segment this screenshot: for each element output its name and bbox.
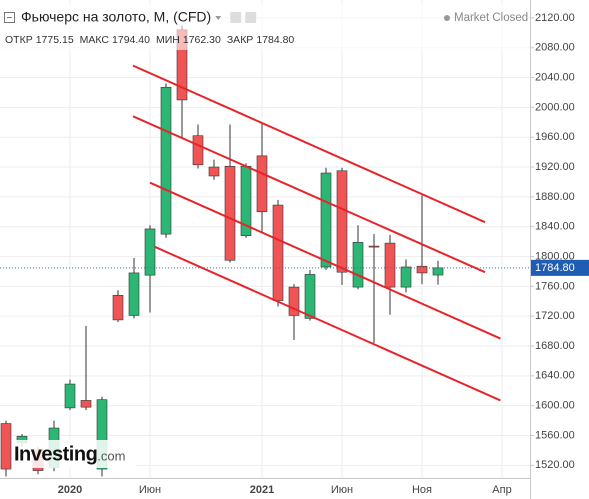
ohlc-value: 1784.80: [256, 34, 294, 46]
y-tick-label: 1880.00: [535, 191, 575, 203]
y-tick-label: 1560.00: [535, 429, 575, 441]
y-tick-label: 1640.00: [535, 370, 575, 382]
candle-body: [160, 86, 172, 235]
last-price-box: [531, 259, 589, 276]
y-tick-label: 1800.00: [535, 250, 575, 262]
ohlc-label: ЗАКР: [227, 34, 253, 46]
y-tick-label: 2040.00: [535, 71, 575, 83]
y-tick-label: 1680.00: [535, 340, 575, 352]
x-tick-label: 2021: [250, 484, 274, 496]
ohlc-label: ОТКР: [5, 34, 33, 46]
y-tick-label: 1720.00: [535, 310, 575, 322]
chart-title: Фьючерс на золото, M, (CFD): [21, 9, 211, 25]
header-bg: [0, 4, 528, 50]
candle-body: [0, 423, 12, 470]
candle-body: [112, 295, 124, 321]
y-tick-label: 1520.00: [535, 459, 575, 471]
candle-body: [256, 155, 268, 213]
candle-body: [432, 267, 444, 276]
candle-body: [224, 165, 236, 261]
marks: [0, 25, 501, 477]
axis: 1520.00 1560.00 1600.00 1640.00 1680.00 1720.…: [0, 0, 575, 499]
x-tick-label: Июн: [331, 484, 353, 496]
x-tick-label: Ноя: [412, 484, 432, 496]
y-tick-label: 2120.00: [535, 12, 575, 24]
ohlc-value: 1775.15: [36, 34, 74, 46]
dropdown-arrow[interactable]: [215, 16, 222, 20]
trendline: [154, 245, 501, 402]
candle-body: [272, 204, 284, 301]
ohlc-label: МИН: [156, 34, 180, 46]
last-price-label: 1784.80: [535, 262, 575, 274]
logo-bg: [12, 440, 136, 468]
ohlc-value: 1762.30: [183, 34, 221, 46]
ohlc-value: 1794.40: [112, 34, 150, 46]
status-dot: [444, 15, 450, 21]
candle-body: [64, 383, 76, 409]
trendline: [149, 181, 501, 340]
ohlc-label: МАКС: [80, 34, 110, 46]
candle-body: [416, 265, 428, 274]
x-tick-label: Июн: [139, 484, 161, 496]
candle-body: [368, 245, 380, 248]
y-tick-label: 1760.00: [535, 280, 575, 292]
overlay: 1784.80 Фьючерс на золото, M, (CFD) Market…: [0, 4, 589, 468]
y-tick-label: 1600.00: [535, 400, 575, 412]
y-tick-label: 1960.00: [535, 131, 575, 143]
y-tick-label: 2000.00: [535, 101, 575, 113]
candle-body: [336, 170, 348, 273]
candle-body: [80, 400, 92, 408]
logo-suffix: .com: [97, 448, 125, 463]
candle-body: [384, 242, 396, 288]
y-tick-label: 1920.00: [535, 161, 575, 173]
market-status: Market Closed: [454, 12, 528, 24]
logo: Investing: [14, 443, 97, 465]
y-tick-label: 1840.00: [535, 221, 575, 233]
y-tick-label: 2080.00: [535, 42, 575, 54]
candle-body: [208, 166, 220, 177]
candle-body: [320, 172, 332, 268]
x-tick-label: 2020: [58, 484, 82, 496]
candle-body: [192, 135, 204, 166]
candle-body: [288, 286, 300, 316]
candle-body: [96, 399, 108, 470]
x-tick-label: Апр: [492, 484, 511, 496]
gear-icon[interactable]: [245, 12, 257, 23]
trendline: [132, 64, 486, 224]
candle-body: [304, 274, 316, 319]
settings-icon[interactable]: [230, 12, 242, 23]
candle-body: [352, 242, 364, 288]
candle-body: [128, 272, 140, 316]
candle-body: [144, 228, 156, 276]
trendline: [132, 115, 486, 274]
candle-body: [400, 266, 412, 288]
